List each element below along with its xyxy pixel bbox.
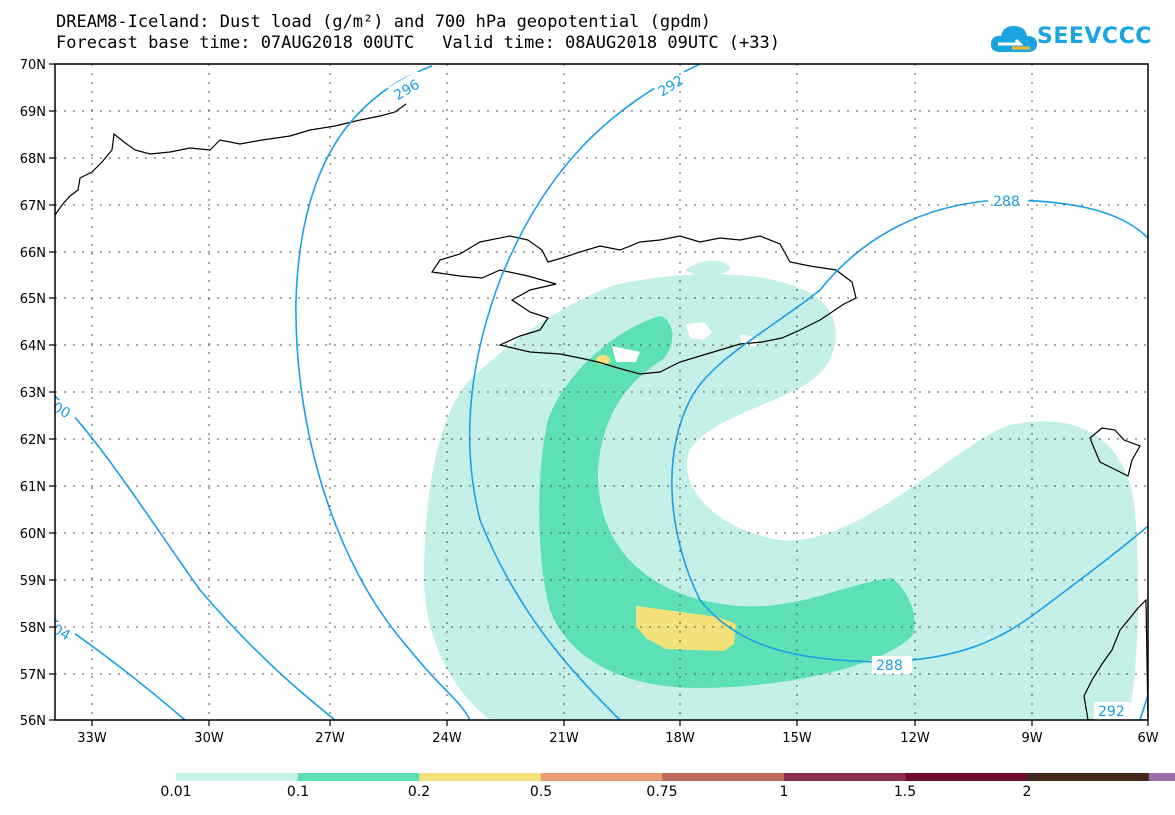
map-title: DREAM8-Iceland: Dust load (g/m²) and 700…: [56, 12, 712, 32]
colorbar-swatch: [419, 773, 542, 781]
iceland-coast: [430, 235, 857, 375]
lat-label: 64N: [20, 339, 46, 354]
greenland-coast: [55, 103, 407, 216]
latitude-labels: 70N 69N 68N 67N 66N 65N 64N 63N 62N 61N …: [20, 58, 46, 729]
contour-label: 288: [993, 194, 1020, 210]
lat-label: 60N: [20, 527, 46, 542]
colorbar-label: 1.5: [893, 784, 917, 800]
cloud-logo-icon: [990, 26, 1037, 52]
lat-label: 66N: [20, 246, 46, 261]
colorbar-label: 2: [1022, 784, 1032, 800]
lon-label: 27W: [315, 731, 345, 746]
forecast-times: Forecast base time: 07AUG2018 00UTC Valid…: [56, 33, 780, 53]
colorbar-label: 1: [779, 784, 789, 800]
coastlines: [55, 103, 1148, 720]
lon-label: 9W: [1021, 731, 1042, 746]
lon-label: 24W: [432, 731, 462, 746]
colorbar-label: 0.5: [529, 784, 553, 800]
longitude-labels: 33W 30W 27W 24W 21W 18W 15W 12W 9W 6W: [77, 731, 1158, 746]
contour-292-corner: [1139, 694, 1148, 720]
contour-label-group: 296 292 288 288 300 304 292: [42, 66, 1138, 720]
colorbar-label: 0.01: [160, 784, 192, 800]
contour-300: [55, 395, 336, 720]
lat-label: 65N: [20, 292, 46, 307]
colorbar: [176, 773, 1175, 781]
lon-label: 33W: [77, 731, 107, 746]
lon-label: 18W: [665, 731, 695, 746]
colorbar-swatch: [176, 773, 299, 781]
colorbar-label: 0.1: [286, 784, 310, 800]
colorbar-swatch: [297, 773, 420, 781]
colorbar-swatch: [1148, 773, 1175, 781]
lon-label: 21W: [549, 731, 579, 746]
valid-time: Valid time: 08AUG2018 09UTC (+33): [442, 33, 780, 53]
lat-label: 61N: [20, 480, 46, 495]
base-time: Forecast base time: 07AUG2018 00UTC: [56, 33, 415, 53]
contour-label: 288: [876, 658, 903, 674]
lat-label: 69N: [20, 105, 46, 120]
lat-label: 56N: [20, 714, 46, 729]
lon-label: 12W: [900, 731, 930, 746]
lat-label: 63N: [20, 386, 46, 401]
glacier-patch: [686, 322, 712, 340]
contour-label: 292: [1098, 704, 1125, 720]
lon-label: 6W: [1137, 731, 1158, 746]
scotland-coast: [1089, 427, 1141, 477]
lat-label: 62N: [20, 433, 46, 448]
lat-label: 57N: [20, 668, 46, 683]
colorbar-swatch: [784, 773, 907, 781]
contour-label: 304: [42, 617, 73, 644]
lat-lon-grid: [55, 64, 1148, 720]
colorbar-swatch: [662, 773, 785, 781]
lon-label: 30W: [194, 731, 224, 746]
axis-ticks: [49, 63, 1149, 726]
dust-area-0.01-patch: [685, 260, 730, 276]
colorbar-swatch: [1027, 773, 1150, 781]
lat-label: 58N: [20, 621, 46, 636]
contour-296: [295, 65, 471, 720]
contour-288: [671, 199, 1148, 663]
contour-label: 300: [42, 395, 73, 422]
lat-label: 70N: [20, 58, 46, 73]
seevccc-logo: SEEVCCC: [990, 20, 1151, 58]
logo-text: SEEVCCC: [1037, 24, 1152, 49]
lat-label: 68N: [20, 152, 46, 167]
colorbar-label: 0.2: [407, 784, 431, 800]
colorbar-swatch: [540, 773, 663, 781]
geopotential-contours: [55, 64, 1148, 720]
glacier-patch: [612, 346, 640, 362]
colorbar-swatch: [905, 773, 1028, 781]
lat-label: 59N: [20, 574, 46, 589]
colorbar-label: 0.75: [646, 784, 678, 800]
lon-label: 15W: [782, 731, 812, 746]
contour-292: [468, 64, 701, 720]
lat-label: 67N: [20, 199, 46, 214]
dust-area-0.1: [539, 316, 915, 688]
dust-area-0.2: [636, 606, 736, 651]
